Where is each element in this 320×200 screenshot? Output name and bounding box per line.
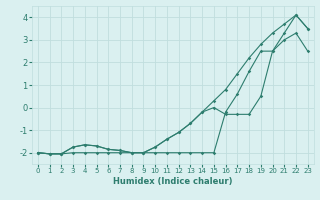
X-axis label: Humidex (Indice chaleur): Humidex (Indice chaleur) [113, 177, 233, 186]
